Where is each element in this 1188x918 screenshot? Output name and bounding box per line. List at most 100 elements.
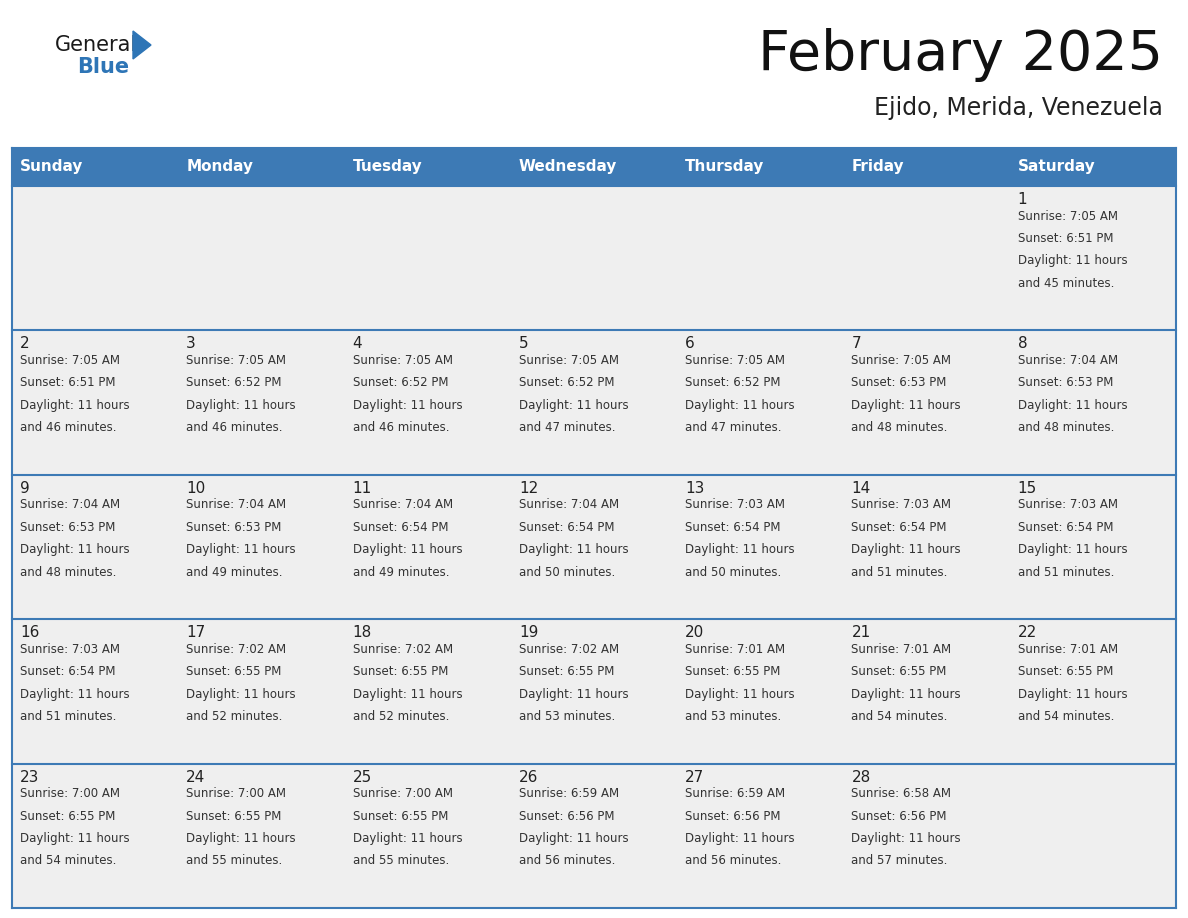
Bar [511, 148, 677, 186]
Text: Sunrise: 7:05 AM: Sunrise: 7:05 AM [1018, 209, 1118, 222]
Text: and 46 minutes.: and 46 minutes. [20, 421, 116, 434]
Text: 6: 6 [685, 336, 695, 352]
Text: Sunset: 6:52 PM: Sunset: 6:52 PM [519, 376, 614, 389]
Text: Blue: Blue [77, 57, 129, 77]
Bar [12, 475, 178, 620]
Text: Sunset: 6:55 PM: Sunset: 6:55 PM [187, 666, 282, 678]
Text: Daylight: 11 hours: Daylight: 11 hours [187, 398, 296, 412]
Text: Sunrise: 7:03 AM: Sunrise: 7:03 AM [1018, 498, 1118, 511]
Text: and 54 minutes.: and 54 minutes. [852, 710, 948, 723]
Text: Sunrise: 7:03 AM: Sunrise: 7:03 AM [852, 498, 952, 511]
Text: Daylight: 11 hours: Daylight: 11 hours [519, 688, 628, 700]
Text: Sunrise: 7:04 AM: Sunrise: 7:04 AM [1018, 354, 1118, 367]
Bar [677, 620, 843, 764]
Text: Sunset: 6:54 PM: Sunset: 6:54 PM [1018, 521, 1113, 533]
Text: Sunrise: 7:05 AM: Sunrise: 7:05 AM [353, 354, 453, 367]
Bar [1010, 148, 1176, 186]
Text: Daylight: 11 hours: Daylight: 11 hours [20, 543, 129, 556]
Text: and 53 minutes.: and 53 minutes. [685, 710, 782, 723]
Text: Monday: Monday [187, 160, 253, 174]
Text: and 46 minutes.: and 46 minutes. [353, 421, 449, 434]
Bar [1010, 475, 1176, 620]
Bar [178, 186, 345, 330]
Bar [843, 620, 1010, 764]
Text: Sunset: 6:56 PM: Sunset: 6:56 PM [852, 810, 947, 823]
Text: Daylight: 11 hours: Daylight: 11 hours [519, 398, 628, 412]
Text: Daylight: 11 hours: Daylight: 11 hours [1018, 543, 1127, 556]
Text: and 46 minutes.: and 46 minutes. [187, 421, 283, 434]
Bar [677, 148, 843, 186]
Text: Daylight: 11 hours: Daylight: 11 hours [519, 543, 628, 556]
Text: Daylight: 11 hours: Daylight: 11 hours [685, 398, 795, 412]
Text: 11: 11 [353, 481, 372, 496]
Text: 14: 14 [852, 481, 871, 496]
Text: Daylight: 11 hours: Daylight: 11 hours [20, 398, 129, 412]
Text: and 48 minutes.: and 48 minutes. [852, 421, 948, 434]
Text: 1: 1 [1018, 192, 1028, 207]
Bar [511, 764, 677, 908]
Text: Sunset: 6:56 PM: Sunset: 6:56 PM [685, 810, 781, 823]
Bar [12, 148, 178, 186]
Text: 28: 28 [852, 769, 871, 785]
Text: Sunset: 6:51 PM: Sunset: 6:51 PM [1018, 232, 1113, 245]
Text: Sunset: 6:52 PM: Sunset: 6:52 PM [353, 376, 448, 389]
Bar [345, 620, 511, 764]
Text: Sunset: 6:55 PM: Sunset: 6:55 PM [685, 666, 781, 678]
Text: 16: 16 [20, 625, 39, 640]
Text: and 52 minutes.: and 52 minutes. [187, 710, 283, 723]
Text: Sunset: 6:53 PM: Sunset: 6:53 PM [1018, 376, 1113, 389]
Bar [178, 330, 345, 475]
Text: 9: 9 [20, 481, 30, 496]
Bar [345, 330, 511, 475]
Text: Sunrise: 6:58 AM: Sunrise: 6:58 AM [852, 788, 952, 800]
Text: 21: 21 [852, 625, 871, 640]
Text: Sunset: 6:51 PM: Sunset: 6:51 PM [20, 376, 115, 389]
Text: Sunrise: 7:04 AM: Sunrise: 7:04 AM [187, 498, 286, 511]
Text: Saturday: Saturday [1018, 160, 1095, 174]
Bar [677, 764, 843, 908]
Text: Sunrise: 7:00 AM: Sunrise: 7:00 AM [187, 788, 286, 800]
Text: and 49 minutes.: and 49 minutes. [187, 565, 283, 578]
Text: and 54 minutes.: and 54 minutes. [1018, 710, 1114, 723]
Text: Sunday: Sunday [20, 160, 83, 174]
Text: 24: 24 [187, 769, 206, 785]
Bar [843, 186, 1010, 330]
Text: 25: 25 [353, 769, 372, 785]
Text: and 51 minutes.: and 51 minutes. [20, 710, 116, 723]
Text: Sunrise: 6:59 AM: Sunrise: 6:59 AM [685, 788, 785, 800]
Text: 20: 20 [685, 625, 704, 640]
Text: Sunrise: 7:04 AM: Sunrise: 7:04 AM [353, 498, 453, 511]
Text: and 57 minutes.: and 57 minutes. [852, 855, 948, 868]
Text: and 49 minutes.: and 49 minutes. [353, 565, 449, 578]
Bar [843, 148, 1010, 186]
Text: Sunrise: 7:05 AM: Sunrise: 7:05 AM [519, 354, 619, 367]
Text: and 48 minutes.: and 48 minutes. [20, 565, 116, 578]
Bar [345, 186, 511, 330]
Text: and 55 minutes.: and 55 minutes. [353, 855, 449, 868]
Text: 7: 7 [852, 336, 861, 352]
Text: Sunrise: 7:01 AM: Sunrise: 7:01 AM [685, 643, 785, 655]
Text: Sunrise: 7:00 AM: Sunrise: 7:00 AM [20, 788, 120, 800]
Text: Sunset: 6:55 PM: Sunset: 6:55 PM [20, 810, 115, 823]
Text: and 48 minutes.: and 48 minutes. [1018, 421, 1114, 434]
Bar [843, 764, 1010, 908]
Text: Sunset: 6:55 PM: Sunset: 6:55 PM [353, 810, 448, 823]
Text: 19: 19 [519, 625, 538, 640]
Text: Sunrise: 7:05 AM: Sunrise: 7:05 AM [20, 354, 120, 367]
Bar [1010, 186, 1176, 330]
Text: Thursday: Thursday [685, 160, 765, 174]
Text: Sunset: 6:55 PM: Sunset: 6:55 PM [187, 810, 282, 823]
Text: Daylight: 11 hours: Daylight: 11 hours [353, 543, 462, 556]
Text: 22: 22 [1018, 625, 1037, 640]
Text: Sunset: 6:53 PM: Sunset: 6:53 PM [852, 376, 947, 389]
Bar [12, 764, 178, 908]
Text: Daylight: 11 hours: Daylight: 11 hours [1018, 688, 1127, 700]
Text: Sunset: 6:52 PM: Sunset: 6:52 PM [685, 376, 781, 389]
Text: Daylight: 11 hours: Daylight: 11 hours [20, 688, 129, 700]
Text: 26: 26 [519, 769, 538, 785]
Text: Sunset: 6:53 PM: Sunset: 6:53 PM [20, 521, 115, 533]
Text: Daylight: 11 hours: Daylight: 11 hours [519, 832, 628, 845]
Text: Daylight: 11 hours: Daylight: 11 hours [187, 832, 296, 845]
Text: 23: 23 [20, 769, 39, 785]
Text: Sunset: 6:54 PM: Sunset: 6:54 PM [353, 521, 448, 533]
